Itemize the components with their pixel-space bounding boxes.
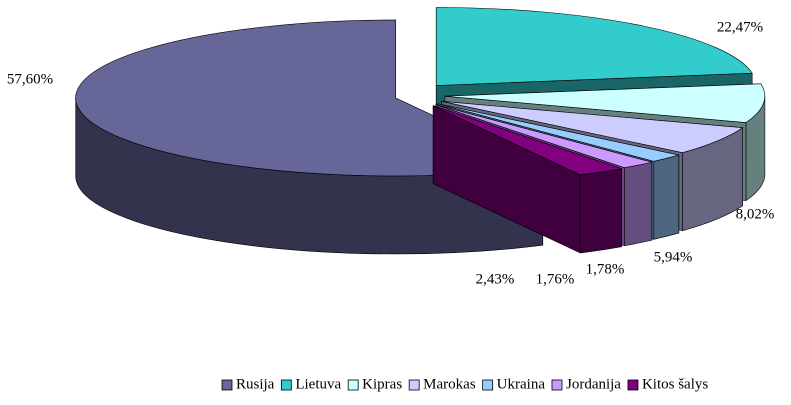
slice — [432, 105, 623, 254]
legend-label: Ukraina — [497, 376, 546, 392]
legend-swatch — [482, 379, 494, 391]
legend-swatch — [408, 379, 420, 391]
legend-label: Marokas — [423, 376, 476, 392]
slice-top — [441, 101, 744, 153]
legend-swatch — [221, 379, 233, 391]
slice-top — [437, 103, 679, 162]
slice-top — [444, 83, 766, 123]
legend-label: Jordanija — [566, 376, 621, 392]
slice-wall — [653, 154, 680, 240]
slice-top — [433, 105, 622, 176]
legend-swatch — [280, 379, 292, 391]
data-label: 5,94% — [654, 249, 693, 265]
legend-swatch — [551, 379, 563, 391]
legend-label: Lietuva — [295, 376, 341, 392]
data-label: 1,76% — [536, 271, 575, 287]
legend-label: Rusija — [236, 376, 275, 392]
slice-top — [435, 104, 652, 168]
legend-label: Kipras — [362, 376, 402, 392]
slice-top — [435, 7, 753, 86]
data-label: 1,78% — [586, 261, 625, 277]
legend-swatch — [627, 379, 639, 391]
legend-label: Kitos šalys — [642, 376, 708, 392]
data-label: 2,43% — [476, 271, 515, 287]
slice-wall — [624, 161, 653, 247]
data-label: 57,60% — [7, 71, 53, 87]
data-label: 8,02% — [736, 206, 775, 222]
legend: Rusija Lietuva Kipras Marokas Ukraina Jordani… — [221, 376, 708, 392]
data-label: 22,47% — [717, 19, 763, 35]
legend-swatch — [347, 379, 359, 391]
slice-wall — [579, 168, 623, 254]
slice-top — [75, 19, 544, 177]
